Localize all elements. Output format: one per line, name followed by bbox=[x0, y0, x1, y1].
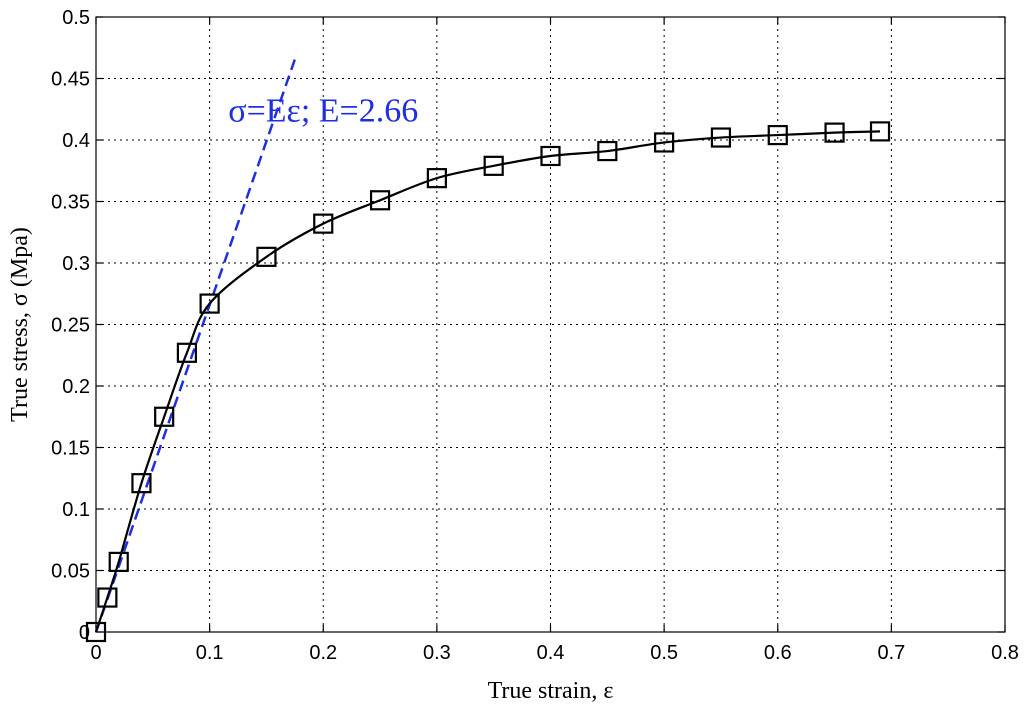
modulus-annotation: σ=Eε; E=2.66 bbox=[228, 93, 418, 130]
data-point-marker bbox=[313, 213, 334, 234]
x-tick-label: 0.3 bbox=[423, 642, 451, 664]
y-tick-label: 0.4 bbox=[62, 130, 90, 152]
data-point-marker bbox=[199, 293, 220, 314]
y-axis-label: True stress, σ (Mpa) bbox=[7, 227, 33, 422]
grid bbox=[96, 17, 1005, 632]
data-point-marker bbox=[369, 190, 391, 211]
y-tick-label: 0.3 bbox=[62, 253, 90, 275]
data-point-marker bbox=[131, 473, 152, 494]
data-point-marker bbox=[154, 406, 175, 427]
data-point-marker bbox=[710, 127, 732, 148]
data-point-marker bbox=[824, 122, 845, 143]
y-tick-label: 0.15 bbox=[51, 438, 90, 460]
y-tick-label: 0.5 bbox=[62, 7, 90, 29]
y-tick-label: 0.2 bbox=[62, 376, 90, 398]
data-point-marker bbox=[108, 551, 129, 572]
x-tick-label: 0.5 bbox=[650, 642, 678, 664]
data-point-marker bbox=[176, 342, 197, 363]
y-tick-label: 0.25 bbox=[51, 315, 90, 337]
x-tick-labels: 0 0.1 0.2 0.3 0.4 0.5 0.6 0.7 0.8 bbox=[90, 642, 1018, 664]
y-tick-label: 0 bbox=[79, 622, 90, 644]
data-point-marker bbox=[540, 145, 561, 167]
y-tick-label: 0.05 bbox=[51, 561, 90, 583]
data-point-marker bbox=[256, 246, 277, 267]
series-line-data bbox=[94, 130, 881, 633]
x-tick-label: 0.1 bbox=[196, 642, 224, 664]
data-point-marker bbox=[483, 155, 504, 176]
y-tick-label: 0.1 bbox=[62, 499, 90, 521]
x-tick-label: 0.4 bbox=[537, 642, 565, 664]
x-tick-label: 0.8 bbox=[991, 642, 1019, 664]
data-point-marker bbox=[767, 124, 788, 146]
x-tick-label: 0.6 bbox=[764, 642, 792, 664]
x-tick-label: 0.7 bbox=[877, 642, 905, 664]
data-point-marker bbox=[597, 140, 618, 162]
data-point-marker bbox=[654, 132, 675, 153]
data-point-marker bbox=[85, 621, 107, 643]
x-axis-label: True strain, ε bbox=[488, 678, 614, 704]
y-tick-label: 0.45 bbox=[51, 69, 90, 91]
y-tick-label: 0.35 bbox=[51, 192, 90, 214]
data-point-marker bbox=[426, 168, 447, 189]
data-point-marker bbox=[97, 587, 118, 608]
data-point-marker bbox=[869, 121, 891, 142]
x-tick-label: 0 bbox=[90, 642, 101, 664]
annotation-layer: σ=Eε; E=2.66 bbox=[228, 93, 418, 130]
x-tick-label: 0.2 bbox=[309, 642, 337, 664]
series-layer bbox=[94, 59, 881, 633]
y-tick-labels: 0 0.05 0.1 0.15 0.2 0.25 0.3 0.35 0.4 0.45 0.5 bbox=[51, 7, 90, 644]
marker-layer bbox=[85, 121, 891, 643]
